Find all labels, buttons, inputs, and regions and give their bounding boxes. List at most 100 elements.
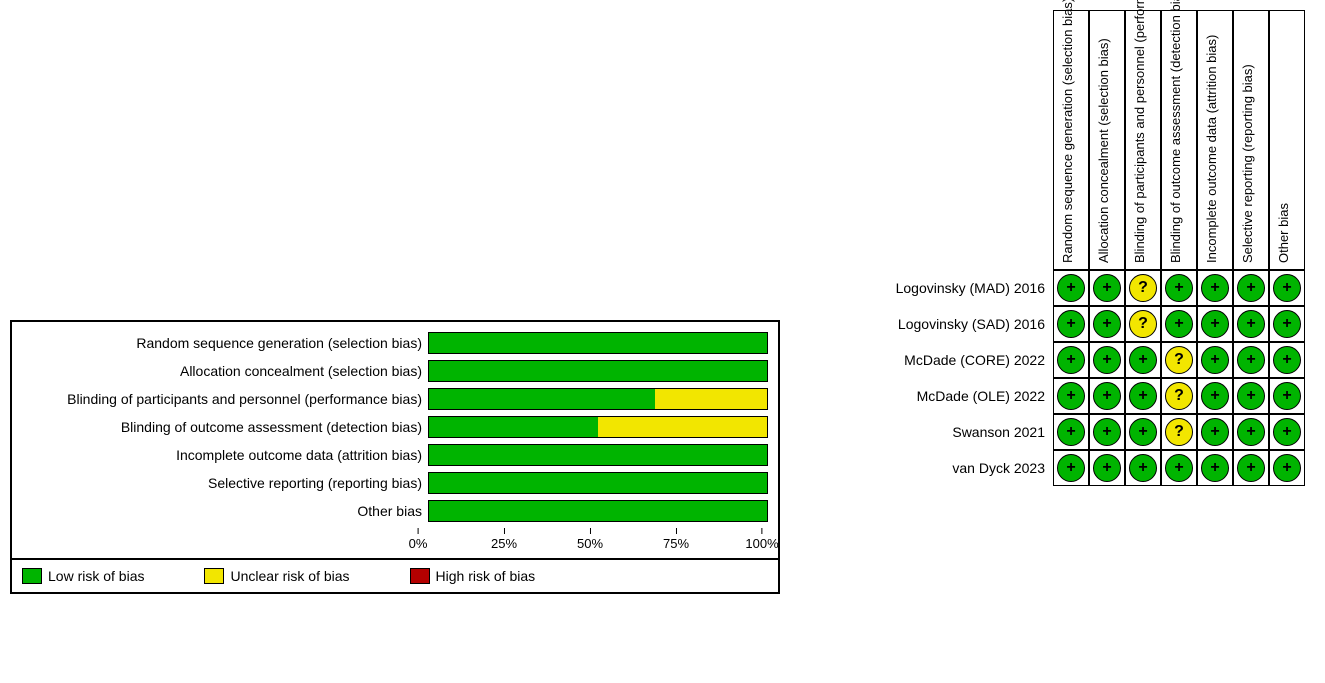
bar-row: Random sequence generation (selection bi…	[22, 332, 768, 354]
axis-tick: 75%	[663, 528, 689, 551]
matrix-cell: +	[1269, 342, 1305, 378]
bar-label: Random sequence generation (selection bi…	[22, 335, 428, 351]
legend-unclear-label: Unclear risk of bias	[230, 568, 349, 584]
legend-high-label: High risk of bias	[436, 568, 536, 584]
matrix-cell: +	[1197, 342, 1233, 378]
matrix-corner	[873, 10, 1053, 270]
matrix-cell: +	[1053, 306, 1089, 342]
matrix-cell: +	[1233, 306, 1269, 342]
bar-row: Blinding of participants and personnel (…	[22, 388, 768, 410]
matrix-column-label: Blinding of outcome assessment (detectio…	[1168, 0, 1183, 263]
matrix-cell: +	[1053, 378, 1089, 414]
matrix-cell: +	[1125, 414, 1161, 450]
matrix-cell: +	[1053, 342, 1089, 378]
matrix-cell: +	[1197, 270, 1233, 306]
axis-tick: 50%	[577, 528, 603, 551]
matrix-cell: +	[1269, 414, 1305, 450]
matrix-cell: +	[1197, 414, 1233, 450]
bar-label: Selective reporting (reporting bias)	[22, 475, 428, 491]
matrix-cell: +	[1089, 306, 1125, 342]
risk-low-icon: +	[1201, 310, 1229, 338]
matrix-cell: +	[1089, 378, 1125, 414]
matrix-column-header: Allocation concealment (selection bias)	[1089, 10, 1125, 270]
matrix-cell: +	[1125, 378, 1161, 414]
risk-unclear-icon: ?	[1165, 382, 1193, 410]
bar-track	[428, 360, 768, 382]
risk-low-icon: +	[1201, 346, 1229, 374]
matrix-cell: +	[1053, 450, 1089, 486]
matrix-cell: +	[1269, 270, 1305, 306]
axis-tick: 25%	[491, 528, 517, 551]
risk-low-icon: +	[1093, 382, 1121, 410]
risk-low-icon: +	[1093, 346, 1121, 374]
matrix-cell: +	[1161, 450, 1197, 486]
risk-low-icon: +	[1165, 454, 1193, 482]
risk-low-icon: +	[1129, 454, 1157, 482]
risk-low-icon: +	[1165, 310, 1193, 338]
legend-unclear: Unclear risk of bias	[204, 568, 349, 584]
matrix-cell: +	[1053, 414, 1089, 450]
risk-low-icon: +	[1057, 418, 1085, 446]
matrix-row-label: Logovinsky (MAD) 2016	[873, 270, 1053, 306]
legend-low: Low risk of bias	[22, 568, 144, 584]
matrix-cell: +	[1269, 450, 1305, 486]
bar-segment-low	[429, 333, 767, 353]
risk-of-bias-bar-chart: Random sequence generation (selection bi…	[10, 320, 780, 594]
risk-low-icon: +	[1201, 418, 1229, 446]
risk-low-icon: +	[1057, 382, 1085, 410]
risk-low-icon: +	[1057, 454, 1085, 482]
matrix-row-label: Swanson 2021	[873, 414, 1053, 450]
matrix-column-header: Blinding of outcome assessment (detectio…	[1161, 10, 1197, 270]
matrix-cell: +	[1089, 342, 1125, 378]
risk-low-icon: +	[1237, 454, 1265, 482]
bar-track	[428, 500, 768, 522]
bar-row: Selective reporting (reporting bias)	[22, 472, 768, 494]
risk-low-icon: +	[1237, 274, 1265, 302]
bar-label: Blinding of participants and personnel (…	[22, 391, 428, 407]
x-axis: 0%25%50%75%100%	[418, 528, 768, 558]
matrix-row-label: McDade (CORE) 2022	[873, 342, 1053, 378]
bar-segment-low	[429, 389, 655, 409]
matrix-cell: +	[1233, 342, 1269, 378]
matrix-cell: ?	[1161, 342, 1197, 378]
risk-low-icon: +	[1237, 382, 1265, 410]
matrix-cell: +	[1125, 342, 1161, 378]
bar-segment-low	[429, 501, 767, 521]
matrix-cell: +	[1089, 450, 1125, 486]
bar-track	[428, 444, 768, 466]
matrix-row-label: Logovinsky (SAD) 2016	[873, 306, 1053, 342]
bar-track	[428, 416, 768, 438]
matrix-column-label: Blinding of participants and personnel (…	[1132, 0, 1147, 263]
risk-low-icon: +	[1273, 310, 1301, 338]
matrix-cell: +	[1197, 378, 1233, 414]
matrix-cell: +	[1197, 450, 1233, 486]
risk-of-bias-matrix: Random sequence generation (selection bi…	[873, 10, 1305, 486]
matrix-cell: ?	[1161, 414, 1197, 450]
bar-segment-low	[429, 361, 767, 381]
legend-low-label: Low risk of bias	[48, 568, 144, 584]
axis-tick: 0%	[409, 528, 428, 551]
matrix-cell: +	[1233, 450, 1269, 486]
matrix-cell: ?	[1125, 306, 1161, 342]
matrix-column-label: Random sequence generation (selection bi…	[1060, 0, 1075, 263]
risk-low-icon: +	[1201, 274, 1229, 302]
risk-unclear-icon: ?	[1165, 346, 1193, 374]
matrix-cell: +	[1233, 378, 1269, 414]
risk-low-icon: +	[1057, 310, 1085, 338]
risk-low-icon: +	[1273, 274, 1301, 302]
swatch-low	[22, 568, 42, 584]
legend: Low risk of bias Unclear risk of bias Hi…	[12, 558, 778, 592]
bar-row: Incomplete outcome data (attrition bias)	[22, 444, 768, 466]
axis-tick: 100%	[745, 528, 778, 551]
swatch-unclear	[204, 568, 224, 584]
swatch-high	[410, 568, 430, 584]
matrix-cell: +	[1233, 414, 1269, 450]
bar-segment-low	[429, 417, 598, 437]
matrix-cell: ?	[1161, 378, 1197, 414]
risk-low-icon: +	[1237, 310, 1265, 338]
bar-track	[428, 332, 768, 354]
bar-row: Blinding of outcome assessment (detectio…	[22, 416, 768, 438]
matrix-cell: ?	[1125, 270, 1161, 306]
matrix-column-label: Selective reporting (reporting bias)	[1240, 64, 1255, 263]
bar-segment-unclear	[598, 417, 767, 437]
